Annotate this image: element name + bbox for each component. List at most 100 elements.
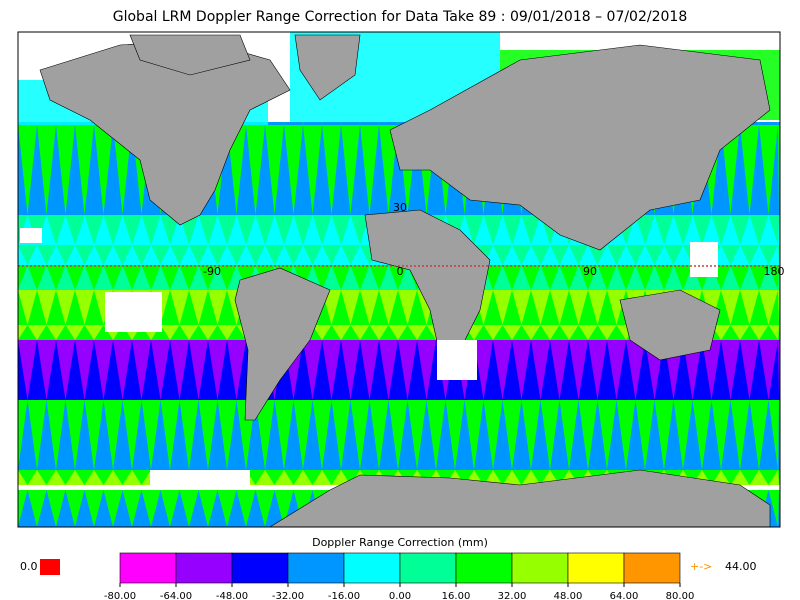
swath: [37, 490, 56, 527]
map-frame: [17, 31, 781, 528]
swath: [37, 340, 56, 400]
swath: [132, 490, 151, 527]
swath: [531, 325, 550, 340]
lon-label: 0: [397, 265, 404, 278]
swath: [512, 470, 531, 485]
swath: [512, 265, 531, 290]
colorbar-segment: [343, 552, 401, 584]
swath: [645, 245, 664, 265]
colorbar-tick-label: -48.00: [216, 591, 248, 600]
swath: [702, 265, 721, 290]
colorbar-segment: [399, 552, 457, 584]
swath: [113, 470, 132, 485]
swath: [360, 340, 379, 400]
swath: [303, 470, 322, 485]
swath: [18, 340, 37, 400]
colorbar-tick-label: -32.00: [272, 591, 304, 600]
swath: [493, 470, 512, 485]
swath: [721, 340, 740, 400]
swath: [208, 215, 227, 245]
swath: [569, 245, 588, 265]
swath: [683, 400, 702, 470]
swath: [398, 290, 417, 325]
swath: [721, 215, 740, 245]
swath: [721, 325, 740, 340]
colorbar-segment: [287, 552, 345, 584]
swath: [208, 245, 227, 265]
land: [268, 469, 771, 528]
swath: [246, 215, 265, 245]
swath: [702, 470, 721, 485]
swath: [531, 265, 550, 290]
swath: [75, 400, 94, 470]
colorbar-tick-label: 80.00: [666, 591, 695, 600]
swath: [132, 265, 151, 290]
no-data: [437, 340, 477, 380]
swath: [569, 265, 588, 290]
swath: [75, 470, 94, 485]
swath: [740, 290, 759, 325]
missing-swatch: [40, 559, 60, 575]
swath: [189, 265, 208, 290]
swath: [550, 290, 569, 325]
swath: [759, 125, 778, 215]
swath: [721, 290, 740, 325]
swath: [94, 265, 113, 290]
colorbar-segment: [455, 552, 513, 584]
swath: [664, 215, 683, 245]
swath: [512, 400, 531, 470]
swath: [626, 340, 645, 400]
swath: [151, 340, 170, 400]
swath: [341, 325, 360, 340]
swath: [360, 125, 379, 215]
swath: [531, 290, 550, 325]
swath: [246, 470, 265, 485]
map: [18, 32, 780, 528]
lon-label: 180: [764, 265, 785, 278]
colorbar-tick-label: 48.00: [554, 591, 583, 600]
colorbar: -80.00 -64.00 -48.00 -32.00 -16.00 0.00 16.00 3…: [104, 552, 695, 600]
swath: [18, 265, 37, 290]
swath: [474, 215, 493, 245]
swath: [721, 470, 740, 485]
swath: [113, 325, 132, 340]
swath: [56, 490, 75, 527]
swath: [740, 340, 759, 400]
no-data: [20, 228, 42, 243]
swath: [18, 325, 37, 340]
lat-label: 30: [393, 201, 407, 214]
swath: [18, 245, 37, 265]
swath: [607, 290, 626, 325]
missing-label: 0.0: [20, 560, 38, 573]
swath: [759, 325, 778, 340]
swath: [474, 340, 493, 400]
swath: [56, 125, 75, 215]
swath: [379, 340, 398, 400]
swath: [189, 290, 208, 325]
swath: [151, 325, 170, 340]
swath: [493, 245, 512, 265]
swath: [208, 490, 227, 527]
swath: [322, 340, 341, 400]
lon-label: 90: [583, 265, 597, 278]
swath: [664, 265, 683, 290]
swath: [18, 400, 37, 470]
swath: [740, 325, 759, 340]
swath: [94, 245, 113, 265]
swath: [284, 470, 303, 485]
swath: [512, 325, 531, 340]
swath: [455, 400, 474, 470]
swath: [189, 340, 208, 400]
swath: [607, 340, 626, 400]
swath: [208, 265, 227, 290]
swath: [151, 490, 170, 527]
swath-band: [18, 325, 780, 340]
swath: [436, 470, 455, 485]
swath: [493, 325, 512, 340]
swath: [607, 245, 626, 265]
swath: [512, 215, 531, 245]
swath: [512, 290, 531, 325]
swath: [645, 215, 664, 245]
swath: [379, 265, 398, 290]
swath: [550, 245, 569, 265]
